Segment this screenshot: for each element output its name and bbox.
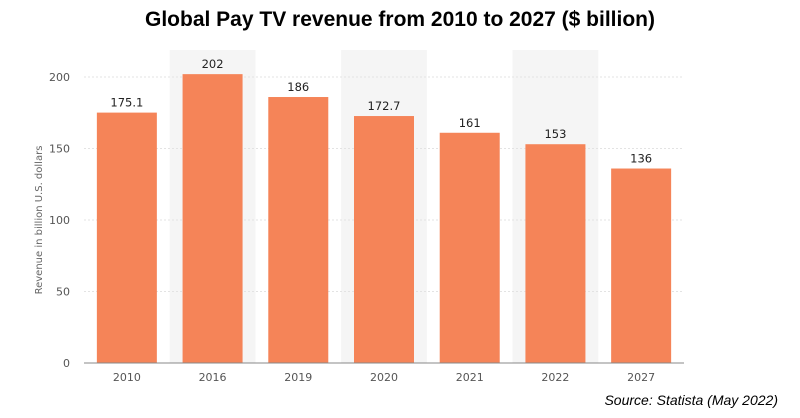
x-tick-label: 2027 xyxy=(627,371,655,384)
data-label: 172.7 xyxy=(368,99,401,113)
bar xyxy=(611,168,672,363)
y-tick-label: 50 xyxy=(56,286,70,299)
data-label: 175.1 xyxy=(110,96,143,110)
x-tick-label: 2021 xyxy=(456,371,484,384)
y-tick-label: 150 xyxy=(49,143,70,156)
data-label: 202 xyxy=(202,57,224,71)
y-tick-label: 0 xyxy=(63,357,70,370)
bar xyxy=(439,132,500,363)
y-axis-label: Revenue in billion U.S. dollars xyxy=(34,146,45,295)
data-label: 153 xyxy=(544,127,566,141)
x-tick-label: 2016 xyxy=(199,371,227,384)
bar xyxy=(96,112,157,364)
chart-title: Global Pay TV revenue from 2010 to 2027 … xyxy=(145,8,655,31)
bar xyxy=(525,144,586,363)
data-label: 136 xyxy=(630,152,652,166)
data-labels: 175.1 202 186 172.7 161 153 136 xyxy=(110,57,652,165)
y-tick-label: 200 xyxy=(49,71,70,84)
x-tick-label: 2010 xyxy=(113,371,141,384)
x-tick-label: 2019 xyxy=(284,371,312,384)
bar xyxy=(354,116,414,363)
x-tick-label: 2022 xyxy=(541,371,569,384)
x-tick-label: 2020 xyxy=(370,371,398,384)
bar xyxy=(268,97,329,364)
y-tick-label: 100 xyxy=(49,214,70,227)
bar xyxy=(182,74,243,363)
data-label: 161 xyxy=(459,116,481,130)
data-label: 186 xyxy=(287,80,309,94)
x-axis-ticks: 2010 2016 2019 2020 2021 2022 2027 xyxy=(113,371,655,384)
bars xyxy=(96,74,672,364)
y-axis-ticks: 0 50 100 150 200 xyxy=(49,71,70,370)
source-note: Source: Statista (May 2022) xyxy=(604,392,778,408)
